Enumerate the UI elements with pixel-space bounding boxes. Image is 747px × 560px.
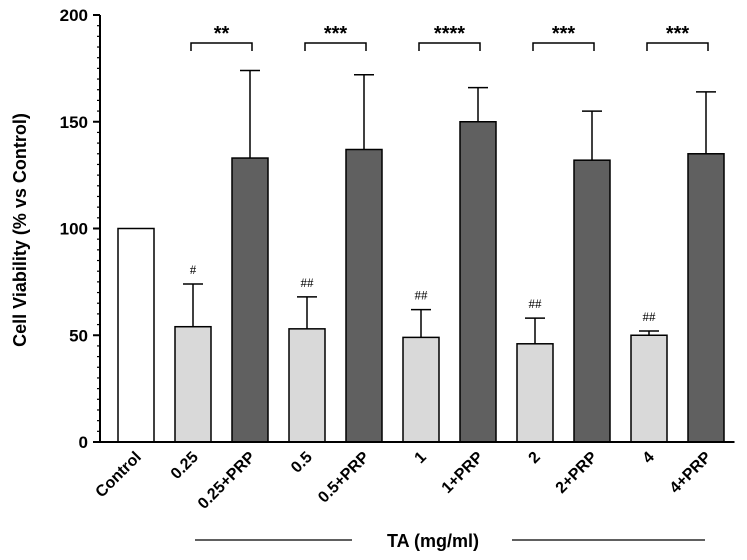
bar-0.5 <box>288 328 326 443</box>
y-tick-label: 50 <box>69 326 88 345</box>
y-axis-title: Cell Viability (% vs Control) <box>10 113 30 347</box>
significance-bracket <box>646 42 709 51</box>
y-tick-label: 150 <box>60 113 88 132</box>
y-axis: 0 50 100 150 200 <box>60 6 101 452</box>
x-tick-labels: Control 0.250.25+PRP 0.5 0.5+PRP 1 1+PRP 2 2+PR… <box>93 449 715 513</box>
significance-bracket <box>304 42 367 51</box>
significance-bracket <box>190 42 253 51</box>
x-tick-label: 2+PRP <box>553 449 601 497</box>
bar-4 <box>630 334 668 443</box>
x-tick-label: Control <box>93 449 145 501</box>
x-tick-label: 1 <box>412 449 430 467</box>
y-tick-label: 0 <box>79 433 88 452</box>
hash-label-4: ## <box>643 309 657 324</box>
x-tick-label: 0.25+PRP <box>195 449 259 513</box>
significance-bracket <box>532 42 595 51</box>
x-tick-label: 0.25 <box>168 449 202 483</box>
x-tick-label: 4 <box>640 449 658 467</box>
bar-4+PRP <box>687 153 725 443</box>
x-tick-label: 0.5+PRP <box>315 449 373 507</box>
y-tick-label: 200 <box>60 6 88 25</box>
significance-stars: ** <box>214 23 230 45</box>
hash-label-0.25: # <box>190 262 197 277</box>
group-label-area: TA (mg/ml) <box>195 531 705 551</box>
x-tick-label: 2 <box>526 449 544 467</box>
x-tick-label: 1+PRP <box>439 449 487 497</box>
bar-1+PRP <box>459 121 497 443</box>
bar-Control <box>117 227 155 443</box>
bar-0.25 <box>174 325 212 443</box>
significance-stars: *** <box>666 23 690 45</box>
hash-label-1: ## <box>415 288 429 303</box>
bar-1 <box>402 336 440 443</box>
hash-label-0.5: ## <box>301 275 315 290</box>
bar-2+PRP <box>573 159 611 443</box>
bar-2 <box>516 343 554 443</box>
bars-group: ######### <box>100 69 735 443</box>
significance-bracket <box>418 42 481 51</box>
significance-brackets: ** *** **** *** *** <box>190 23 709 51</box>
bar-0.25+PRP <box>231 157 269 443</box>
significance-stars: *** <box>552 23 576 45</box>
significance-stars: **** <box>434 23 465 45</box>
group-label: TA (mg/ml) <box>387 531 479 551</box>
bar-0.5+PRP <box>345 148 383 443</box>
hash-label-2: ## <box>529 296 543 311</box>
x-tick-label: 0.5 <box>288 449 316 477</box>
x-tick-label: 4+PRP <box>667 449 715 497</box>
y-tick-label: 100 <box>60 220 88 239</box>
significance-stars: *** <box>324 23 348 45</box>
